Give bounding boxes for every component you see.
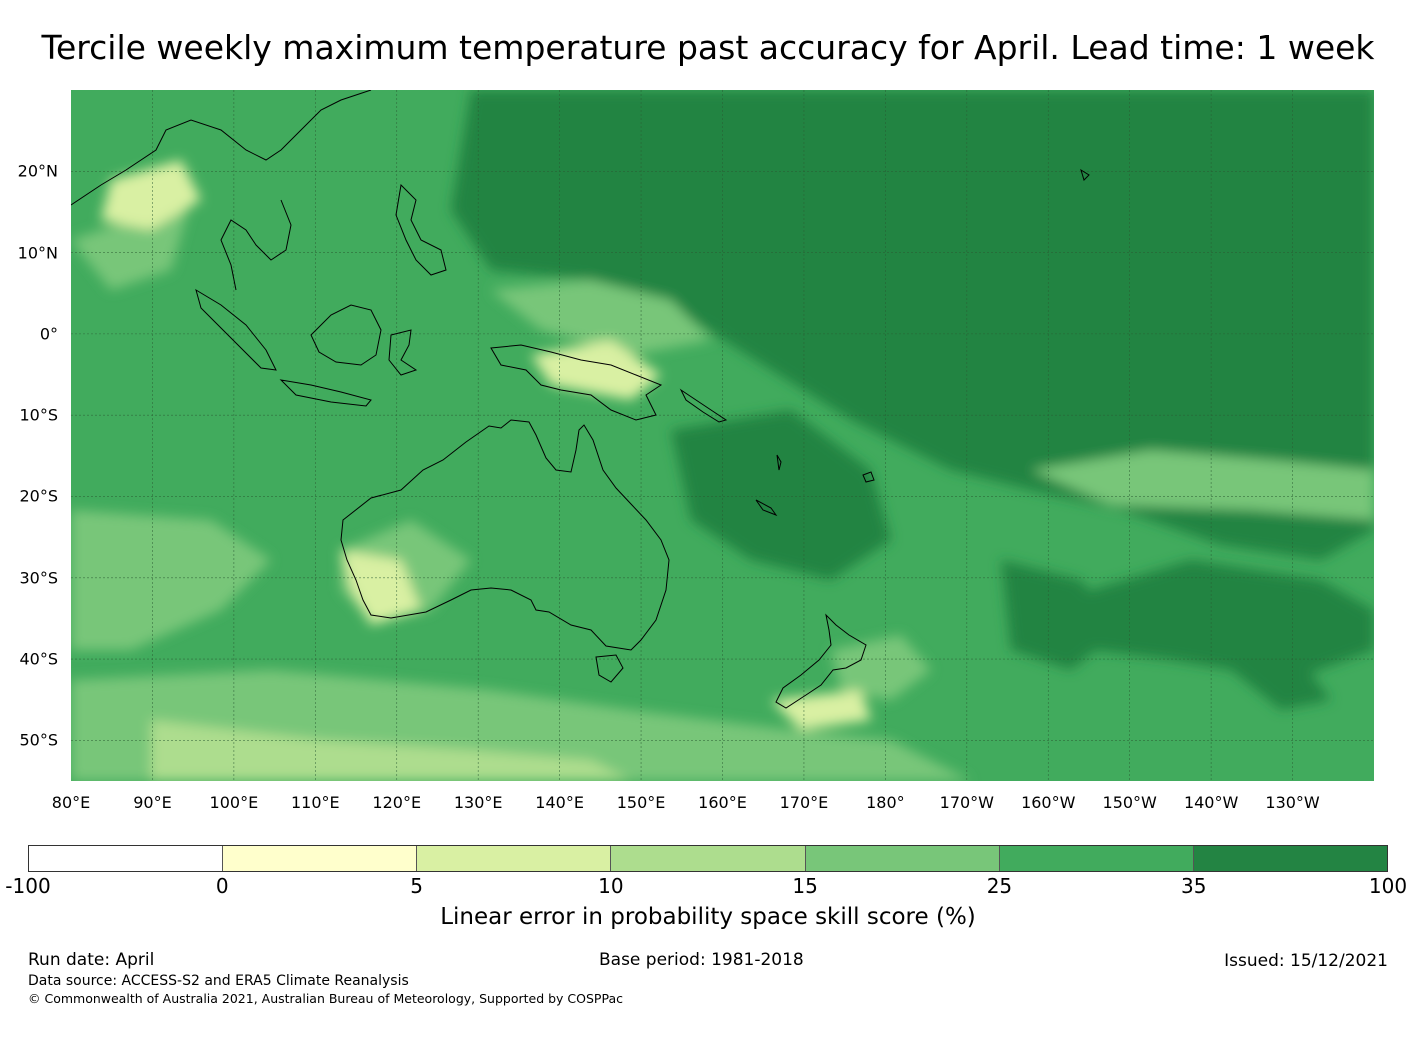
- lat-tick-label: 30°S: [19, 568, 58, 588]
- asia-coastline: [71, 90, 372, 291]
- colorbar-tick-label: 35: [1180, 874, 1207, 898]
- lon-tick-label: 120°E: [372, 793, 422, 812]
- colorbar-tick-label: 0: [215, 874, 229, 898]
- tasmania-coastline: [595, 654, 624, 683]
- lon-tick-label: 90°E: [133, 793, 172, 812]
- colorbar-tick-label: 15: [792, 874, 818, 898]
- lat-tick-label: 20°S: [19, 486, 58, 506]
- lon-tick-label: 100°E: [209, 793, 259, 812]
- colorbar-tick-label: 5: [410, 874, 423, 898]
- colorbar-segment: [611, 846, 806, 871]
- lon-tick-label: 170°E: [779, 793, 829, 812]
- lat-tick-label: 10°N: [17, 243, 58, 263]
- colorbar-tick-label: 10: [598, 874, 624, 898]
- run-date: Run date: April: [28, 950, 155, 970]
- colorbar-label: Linear error in probability space skill …: [440, 904, 976, 930]
- copyright-notice: © Commonwealth of Australia 2021, Austra…: [28, 991, 623, 1006]
- australia-coastline: [340, 419, 670, 651]
- solomon-islands-coastline: [679, 388, 728, 423]
- lon-tick-label: 170°W: [939, 793, 994, 812]
- sulawesi-coastline: [388, 329, 418, 376]
- lon-tick-label: 160°E: [698, 793, 747, 812]
- colorbar-segment: [223, 846, 418, 871]
- lon-tick-label: 110°E: [290, 793, 340, 812]
- borneo-coastline: [310, 304, 382, 366]
- java-coastline: [279, 379, 372, 407]
- colorbar-segment: [417, 846, 612, 871]
- lat-tick-label: 50°S: [19, 730, 58, 750]
- colorbar-segment: [805, 846, 1000, 871]
- vanuatu-coastline: [776, 454, 782, 471]
- coastlines: [71, 90, 1090, 709]
- fiji-coastline: [862, 471, 875, 483]
- skill-score-map: [71, 90, 1374, 781]
- lon-tick-label: 130°W: [1265, 793, 1320, 812]
- colorbar-segment: [1193, 846, 1387, 871]
- hawaii-coastline: [1080, 168, 1090, 181]
- lon-tick-label: 80°E: [51, 793, 91, 812]
- skill-field-patches: [71, 90, 1374, 781]
- lon-tick-label: 160°W: [1021, 793, 1076, 812]
- lon-tick-label: 140°E: [535, 793, 584, 812]
- map-title: Tercile weekly maximum temperature past …: [41, 28, 1375, 67]
- lon-tick-label: 150°E: [616, 793, 666, 812]
- lon-tick-label: 180°: [866, 793, 905, 812]
- map-canvas: [71, 90, 1374, 781]
- base-period: Base period: 1981-2018: [599, 950, 804, 970]
- lon-tick-label: 150°W: [1102, 793, 1157, 812]
- colorbar-tick-label: 100: [1368, 874, 1408, 898]
- colorbar-tick-label: 25: [986, 874, 1013, 898]
- lat-tick-label: 20°N: [17, 161, 58, 181]
- new-caledonia-coastline: [755, 499, 778, 517]
- colorbar-segment: [999, 846, 1194, 871]
- colorbar-segment: [29, 846, 224, 871]
- lat-tick-label: 40°S: [19, 649, 58, 669]
- map-gridlines: [71, 90, 1374, 781]
- sumatra-coastline: [195, 288, 277, 371]
- issued-date: Issued: 15/12/2021: [1224, 951, 1388, 971]
- colorbar: [28, 845, 1388, 872]
- data-source: Data source: ACCESS-S2 and ERA5 Climate …: [28, 973, 409, 989]
- lat-tick-label: 10°S: [19, 405, 58, 425]
- lat-tick-label: 0°: [39, 324, 58, 344]
- colorbar-tick-label: -100: [5, 874, 51, 898]
- lon-tick-label: 130°E: [453, 793, 503, 812]
- philippines-coastline: [395, 183, 447, 276]
- new-guinea-coastline: [490, 344, 663, 421]
- new-zealand-coastline: [775, 613, 867, 709]
- lon-tick-label: 140°W: [1183, 793, 1239, 812]
